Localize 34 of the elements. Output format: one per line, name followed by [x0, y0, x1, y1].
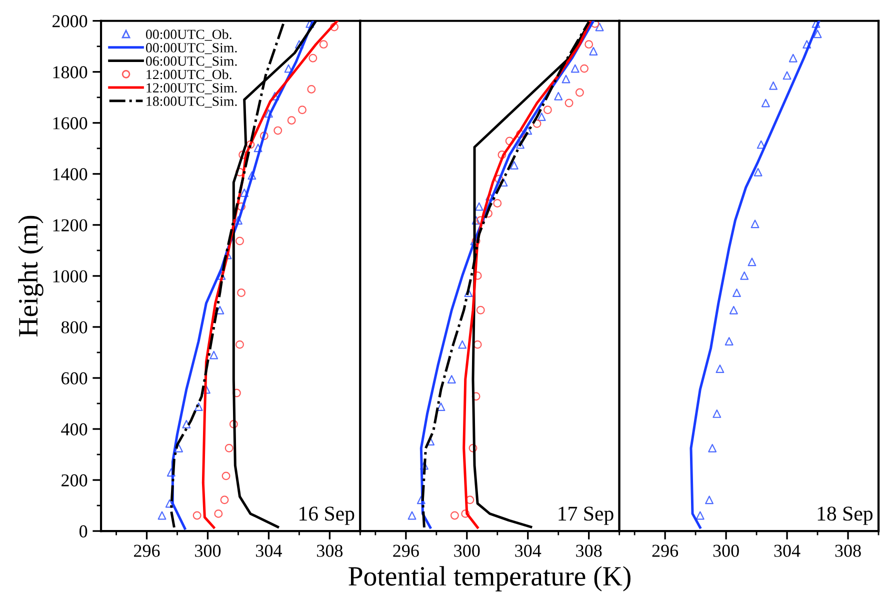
x-tick-label: 296 [393, 544, 419, 557]
x-tick-label: 296 [652, 544, 678, 557]
x-tick-label: 304 [774, 544, 800, 557]
legend-label: 18:00UTC_Sim. [146, 96, 237, 108]
legend-label: 12:00UTC_Ob. [146, 69, 232, 81]
x-tick-label: 308 [317, 544, 343, 557]
annotation: 16 Sep [300, 506, 354, 525]
x-tick-label: 308 [576, 544, 602, 557]
x-tick-label: 304 [515, 544, 542, 557]
y-tick-label: 600 [62, 372, 88, 384]
y-tick-label: 0 [79, 525, 88, 538]
legend-label: 12:00UTC_Sim. [146, 83, 237, 94]
x-tick-label: 300 [713, 544, 739, 557]
x-axis-title: Potential temperature (K) [348, 566, 630, 592]
y-tick-label: 1200 [53, 219, 88, 232]
annotation: 17 Sep [558, 506, 614, 525]
x-tick-label: 308 [835, 544, 861, 557]
x-tick-label: 300 [454, 544, 480, 557]
y-tick-label: 1000 [53, 270, 88, 282]
legend-label: 00:00UTC_Sim. [146, 43, 237, 54]
y-tick-label: 1400 [53, 168, 88, 180]
y-tick-label: 2000 [52, 15, 88, 28]
y-axis-title: Height (m) [18, 216, 44, 336]
legend-label: 06:00UTC_Sim. [146, 56, 237, 68]
y-tick-label: 1800 [53, 66, 88, 78]
x-tick-label: 300 [195, 544, 221, 557]
y-tick-label: 800 [61, 321, 88, 334]
x-tick-label: 296 [134, 544, 160, 557]
legend-label: 00:00UTC_Ob. [146, 29, 232, 41]
y-tick-label: 200 [62, 474, 88, 486]
x-tick-label: 304 [256, 544, 282, 557]
annotation: 18 Sep [818, 506, 873, 525]
y-tick-label: 400 [61, 423, 88, 436]
y-tick-label: 1600 [53, 117, 88, 130]
